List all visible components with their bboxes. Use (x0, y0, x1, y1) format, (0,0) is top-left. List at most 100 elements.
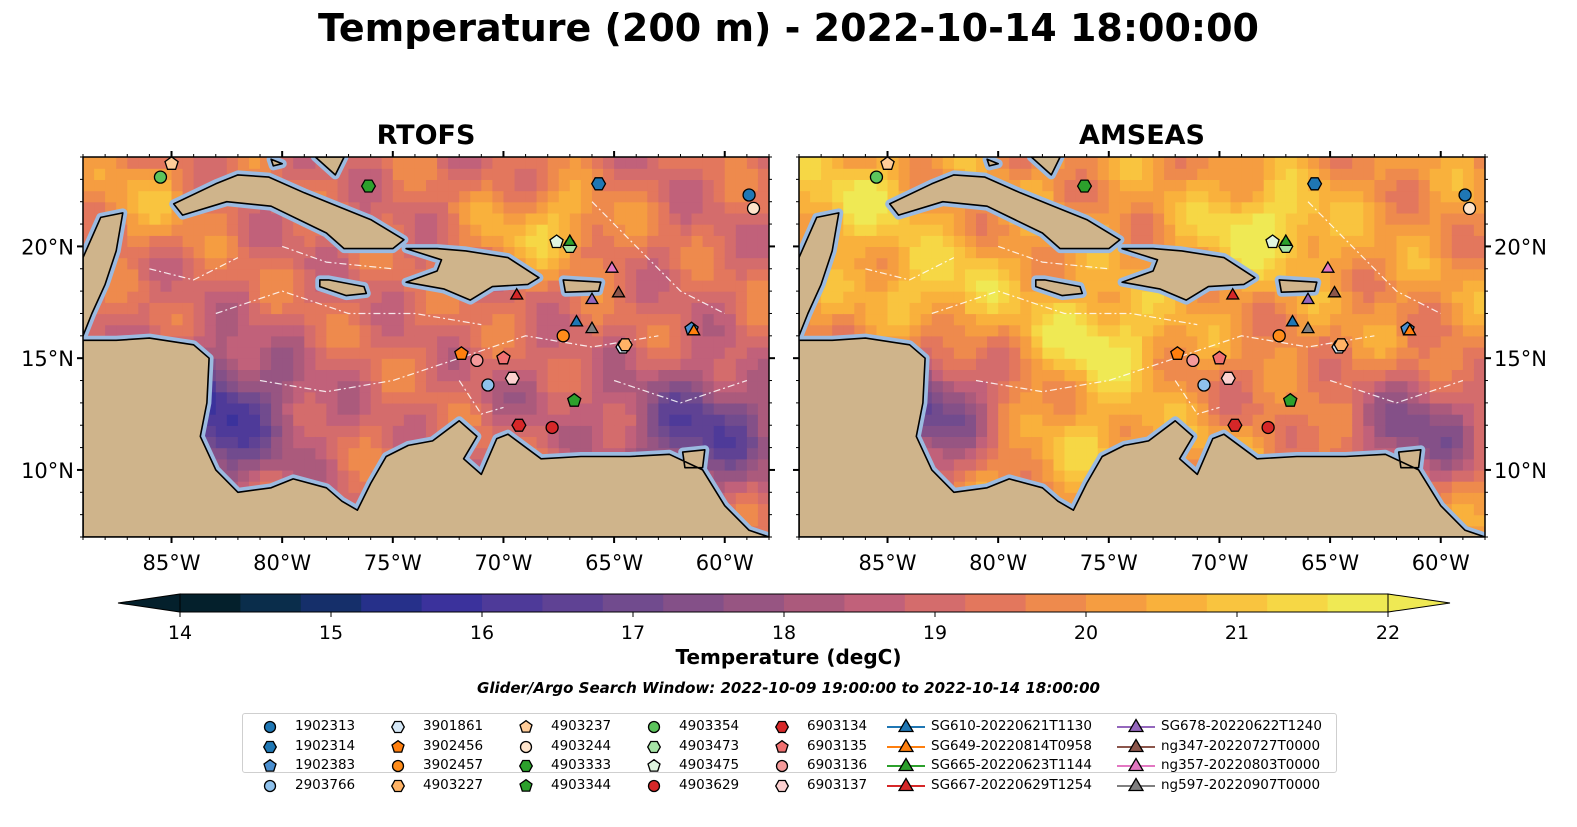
platform-marker-4903227[interactable] (617, 338, 633, 352)
legend-marker (887, 757, 925, 772)
platform-marker-4903354[interactable] (869, 170, 884, 184)
colorbar-swatch (965, 594, 1027, 612)
platform-marker-4903629[interactable] (1261, 420, 1275, 435)
legend-label: ng597-20220907T0000 (1161, 776, 1321, 793)
colorbar-swatch (361, 594, 423, 612)
platform-marker-4903475[interactable] (1265, 234, 1280, 249)
platform-marker-ng347-20220727T0000[interactable] (611, 285, 626, 298)
colorbar-swatch (1267, 594, 1329, 612)
platform-marker-6903136[interactable] (1186, 353, 1200, 368)
legend-label: 4903475 (679, 757, 740, 773)
platform-marker-4903344[interactable] (566, 392, 582, 407)
platform-marker-6903134[interactable] (511, 418, 527, 432)
map-axes: 85°W 80°W 75°W 70°W 65°W 60°W 20°N 15°N 10°N 85°W… (21, 151, 1547, 575)
colorbar-tick-label: 21 (1225, 622, 1249, 644)
platform-marker-SG678-20220622T1240[interactable] (1300, 291, 1316, 305)
legend-marker (1117, 737, 1155, 752)
legend-label: 6903134 (807, 718, 868, 734)
platform-marker-4903333[interactable] (1076, 179, 1093, 193)
platform-marker-SG667-20220629T1254[interactable] (509, 287, 524, 300)
legend-marker (647, 720, 661, 734)
legend: 1902313 1902314 1902383 2903766 3901861 39024… (242, 713, 1337, 793)
platform-marker-4903227[interactable] (1333, 338, 1349, 352)
platform-marker-3902457[interactable] (1272, 329, 1286, 343)
amseas-map[interactable] (799, 157, 1486, 538)
platform-marker-1902314[interactable] (1306, 177, 1323, 191)
lat-tick-label: 15°N (1494, 347, 1547, 371)
platform-marker-4903237[interactable] (164, 157, 179, 170)
figure-title: Temperature (200 m) - 2022-10-14 18:00:0… (317, 6, 1259, 50)
legend-marker (390, 779, 406, 792)
platform-marker-4903333[interactable] (360, 179, 377, 193)
platform-marker-ng357-20220803T0000[interactable] (604, 260, 620, 273)
platform-marker-SG649-20220814T0958[interactable] (686, 323, 701, 336)
platform-marker-SG665-20220623T1144[interactable] (1278, 233, 1293, 247)
platform-marker-1902313[interactable] (742, 188, 756, 202)
platform-marker-6903135[interactable] (496, 350, 511, 365)
legend-label: 4903227 (423, 776, 484, 793)
platform-marker-4903354[interactable] (153, 170, 168, 184)
platform-marker-6903137[interactable] (504, 371, 520, 385)
platform-marker-6903135[interactable] (1212, 350, 1227, 365)
platform-marker-4903629[interactable] (545, 420, 559, 435)
platform-marker-6903134[interactable] (1227, 418, 1243, 432)
platform-marker-4903237[interactable] (880, 157, 895, 170)
platform-marker-SG665-20220623T1144[interactable] (562, 233, 577, 247)
platform-marker-ng597-20220907T0000[interactable] (1300, 320, 1316, 334)
lat-tick-label: 10°N (21, 459, 74, 483)
platform-marker-4903244[interactable] (1462, 201, 1477, 216)
platform-marker-SG667-20220629T1254[interactable] (1225, 287, 1240, 300)
legend-label: 1902314 (295, 737, 356, 754)
legend-label: 3901861 (423, 718, 484, 734)
platform-marker-2903766[interactable] (1197, 378, 1211, 392)
lat-tick-label: 15°N (21, 347, 74, 371)
platform-marker-4903475[interactable] (549, 234, 564, 249)
legend-marker (887, 718, 925, 733)
colorbar-swatch (844, 594, 906, 612)
legend-marker (391, 759, 405, 773)
platform-marker-ng597-20220907T0000[interactable] (584, 320, 600, 334)
lon-tick-label: 60°W (696, 551, 754, 575)
platform-marker-3902456[interactable] (454, 345, 469, 360)
platform-marker-SG610-20220621T1130[interactable] (1285, 314, 1300, 327)
legend-marker (887, 776, 925, 791)
platform-marker-2903766[interactable] (481, 378, 495, 392)
legend-marker (263, 779, 277, 792)
platform-marker-6903136[interactable] (470, 353, 484, 368)
platform-marker-SG610-20220621T1130[interactable] (569, 314, 584, 327)
legend-label: 4903473 (679, 737, 740, 754)
panel-title-amseas: AMSEAS (1079, 120, 1205, 151)
legend-marker (263, 758, 277, 772)
legend-marker (646, 740, 662, 753)
rtofs-map[interactable] (83, 157, 770, 538)
platform-marker-SG678-20220622T1240[interactable] (584, 291, 600, 305)
colorbar-swatch (1206, 594, 1268, 612)
platform-marker-1902313[interactable] (1458, 188, 1472, 202)
lon-tick-label: 85°W (859, 551, 917, 575)
colorbar-tick-label: 15 (319, 622, 343, 644)
legend-marker (647, 758, 661, 772)
lon-tick-label: 65°W (585, 551, 643, 575)
legend-label: 1902313 (295, 718, 356, 734)
legend-label: 6903137 (807, 776, 868, 793)
legend-marker (518, 759, 534, 773)
legend-label: 4903244 (551, 737, 612, 754)
platform-marker-3902456[interactable] (1170, 345, 1185, 360)
platform-marker-ng357-20220803T0000[interactable] (1320, 260, 1336, 273)
legend-label: 3902456 (423, 737, 484, 754)
legend-marker (390, 720, 406, 734)
platform-marker-6903137[interactable] (1220, 371, 1236, 385)
lon-tick-label: 80°W (969, 551, 1027, 575)
platform-marker-3902457[interactable] (556, 329, 570, 343)
legend-label: 6903136 (807, 757, 868, 773)
legend-label: ng357-20220803T0000 (1161, 757, 1321, 773)
legend-label: 3902457 (423, 757, 484, 773)
platform-marker-ng347-20220727T0000[interactable] (1327, 285, 1342, 298)
colorbar-tick-label: 17 (621, 622, 645, 644)
legend-marker (1117, 718, 1155, 733)
platform-marker-SG649-20220814T0958[interactable] (1402, 323, 1417, 336)
platform-marker-4903344[interactable] (1282, 392, 1298, 407)
platform-marker-4903244[interactable] (746, 201, 761, 216)
lon-tick-label: 70°W (1190, 551, 1248, 575)
platform-marker-1902314[interactable] (590, 177, 607, 191)
